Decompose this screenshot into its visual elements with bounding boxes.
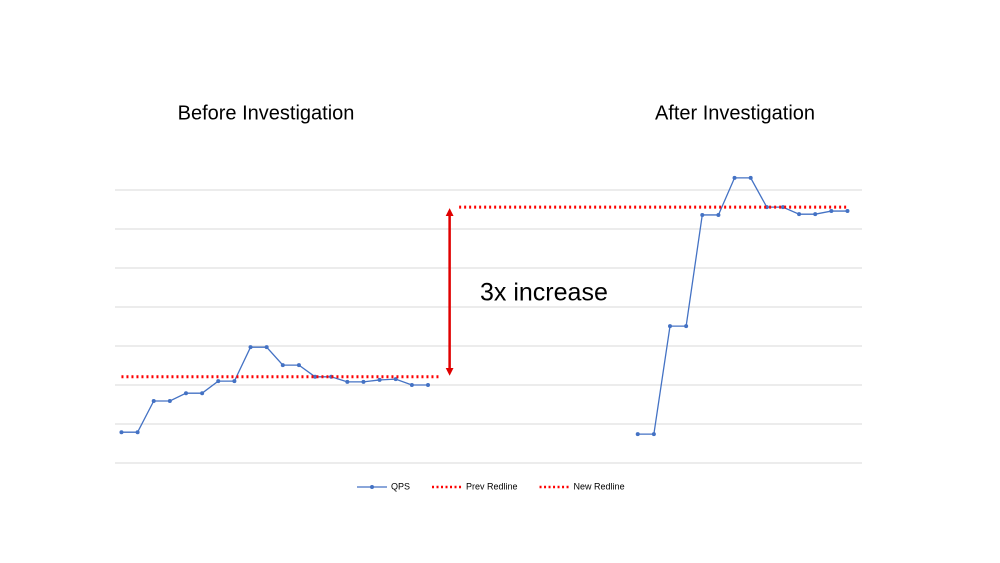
point	[167, 398, 172, 403]
panel-title: After Investigation	[655, 102, 815, 124]
point	[264, 345, 269, 350]
legend-label: New Redline	[574, 481, 625, 491]
point	[151, 398, 156, 403]
point	[700, 212, 705, 217]
point	[651, 432, 656, 437]
point	[119, 430, 124, 435]
legend-label: QPS	[391, 481, 410, 491]
legend-marker	[370, 485, 374, 489]
point	[668, 324, 673, 329]
point	[232, 379, 237, 384]
series-line	[637, 177, 848, 435]
point	[813, 212, 818, 217]
point	[780, 205, 785, 210]
point	[345, 379, 350, 384]
point	[635, 432, 640, 437]
point	[684, 324, 689, 329]
point	[361, 379, 366, 384]
point	[200, 391, 205, 396]
point	[280, 363, 285, 368]
point	[732, 175, 737, 180]
point	[797, 212, 802, 217]
point	[829, 209, 834, 214]
panel-title: Before Investigation	[178, 102, 355, 124]
point	[377, 377, 382, 382]
point	[748, 175, 753, 180]
annotation: 3x increase	[480, 279, 608, 307]
legend-label: Prev Redline	[466, 481, 518, 491]
point	[425, 383, 430, 387]
point	[313, 374, 318, 379]
point	[296, 363, 301, 368]
point	[248, 345, 253, 350]
point	[716, 212, 721, 217]
point	[845, 209, 850, 214]
point	[216, 379, 221, 384]
point	[409, 383, 414, 387]
series-line	[121, 346, 428, 433]
point	[135, 430, 140, 435]
point	[183, 391, 188, 396]
